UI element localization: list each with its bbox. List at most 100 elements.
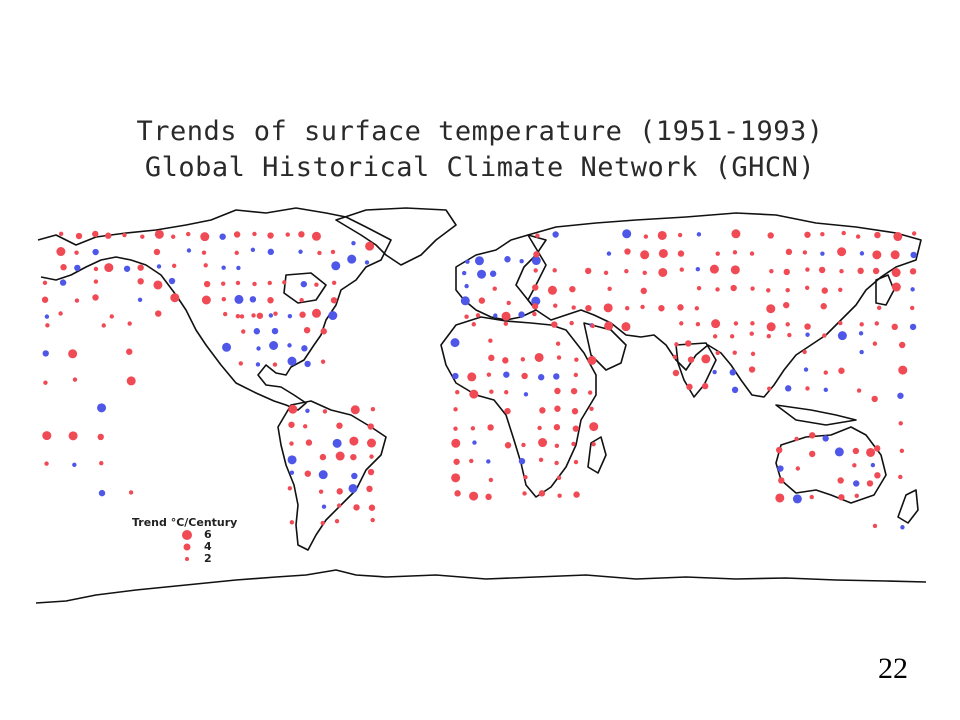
station-dot	[852, 447, 860, 455]
station-dot	[465, 259, 470, 264]
station-dot	[351, 240, 356, 246]
station-dot	[97, 403, 107, 413]
station-dot	[98, 489, 106, 497]
trend-legend: Trend °C/Century 6 4 2	[132, 516, 237, 565]
station-dot	[890, 250, 900, 260]
station-dot	[137, 278, 144, 285]
station-dot	[859, 349, 864, 355]
station-dot	[767, 232, 774, 239]
station-dot	[336, 488, 343, 495]
station-dot	[366, 485, 373, 493]
station-dot	[221, 265, 226, 270]
station-dot	[711, 319, 721, 329]
station-dot	[624, 268, 629, 274]
station-dot	[553, 424, 561, 431]
station-dot	[370, 407, 376, 412]
station-dot	[330, 249, 336, 255]
station-dot	[538, 457, 544, 463]
station-dot	[68, 431, 78, 441]
station-dot	[555, 341, 561, 346]
station-dot	[469, 458, 474, 464]
station-dot	[621, 322, 631, 332]
station-dot	[453, 407, 458, 412]
station-dot	[288, 404, 298, 414]
station-dot	[256, 312, 264, 319]
station-dot	[657, 230, 667, 240]
station-dot	[186, 231, 191, 237]
station-dot	[604, 321, 614, 331]
station-dot	[589, 422, 599, 432]
station-dot	[775, 493, 785, 503]
station-dot	[287, 343, 292, 348]
station-dot	[334, 518, 340, 524]
station-dot	[44, 461, 49, 466]
station-dot	[74, 264, 81, 272]
station-dot	[557, 493, 562, 498]
station-dot	[898, 421, 903, 426]
station-dot	[731, 229, 741, 239]
station-dot	[569, 285, 576, 293]
station-dot	[870, 462, 876, 468]
station-dot	[105, 232, 112, 239]
station-dot	[127, 321, 132, 326]
station-dot	[299, 311, 306, 318]
station-dot	[574, 357, 579, 362]
station-dot	[858, 331, 864, 336]
station-dot	[857, 267, 864, 275]
station-dot	[369, 454, 374, 459]
antarctica-coastline	[36, 569, 926, 604]
station-dot	[331, 280, 337, 285]
station-dot	[252, 231, 257, 237]
station-dot	[805, 332, 810, 337]
station-dot	[221, 281, 226, 286]
station-dot	[250, 247, 256, 253]
station-dot	[318, 489, 324, 494]
station-dot	[898, 365, 908, 375]
station-dot	[485, 493, 492, 501]
legend-row-4: 4	[132, 541, 237, 553]
station-dot	[909, 323, 917, 331]
station-dot	[97, 433, 104, 441]
station-dot	[75, 232, 83, 240]
station-dot	[474, 256, 484, 266]
station-dot	[640, 304, 645, 310]
legend-value: 6	[204, 528, 212, 541]
hudson-bay-coastline	[283, 272, 327, 304]
station-dot	[838, 367, 845, 374]
station-dot	[252, 281, 257, 287]
station-dot	[572, 425, 580, 432]
station-dot	[695, 321, 701, 327]
station-dot	[766, 304, 776, 314]
station-dot	[311, 231, 321, 241]
station-dot	[155, 310, 162, 317]
south-america-coastline	[277, 400, 387, 551]
station-dot	[109, 314, 114, 319]
station-dot	[492, 286, 497, 291]
station-dot	[701, 354, 711, 364]
station-dot	[803, 367, 809, 372]
station-dot	[750, 351, 756, 357]
station-dot	[168, 277, 176, 285]
station-dot	[900, 525, 905, 530]
station-dot	[715, 251, 720, 256]
station-dot	[696, 285, 702, 291]
station-dot	[535, 233, 540, 238]
station-dot	[267, 297, 274, 304]
station-dot	[518, 311, 525, 318]
station-dot	[696, 232, 702, 237]
station-dot	[640, 287, 647, 295]
station-dot	[732, 250, 738, 255]
station-dot	[478, 297, 486, 304]
station-dot	[748, 366, 756, 373]
station-dot	[304, 470, 311, 477]
station-dot	[42, 350, 49, 357]
legend-value: 2	[204, 552, 212, 565]
station-dot	[502, 357, 509, 364]
station-dot	[249, 296, 257, 303]
station-dot	[587, 355, 597, 365]
station-dot	[186, 248, 192, 253]
station-dot	[486, 372, 492, 377]
station-dot	[822, 333, 827, 338]
station-dot	[234, 294, 244, 304]
station-dot	[804, 231, 811, 238]
